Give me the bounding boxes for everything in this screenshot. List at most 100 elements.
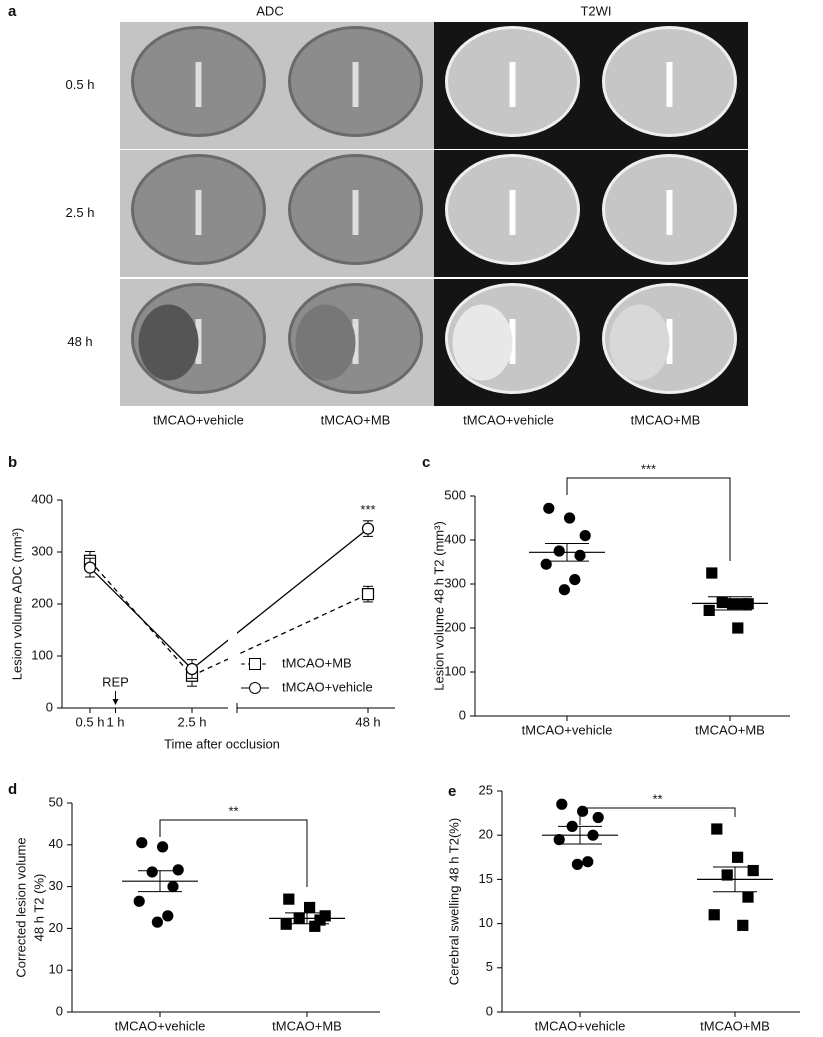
x-tick-label: tMCAO+vehicle bbox=[535, 1018, 626, 1033]
axis-break-gap bbox=[228, 500, 237, 714]
y-tick-label: 400 bbox=[31, 491, 53, 506]
row-label: 48 h bbox=[67, 334, 92, 349]
significance: ** bbox=[228, 803, 238, 818]
y-tick-label: 0 bbox=[459, 707, 466, 722]
data-point bbox=[543, 502, 555, 514]
ventricle bbox=[509, 319, 516, 364]
data-point bbox=[556, 798, 568, 810]
x-tick-label: tMCAO+MB bbox=[272, 1018, 342, 1033]
ventricle bbox=[666, 319, 673, 364]
y-tick-label: 300 bbox=[31, 543, 53, 558]
lesion bbox=[452, 304, 513, 381]
y-axis-label: Corrected lesion volume bbox=[13, 837, 28, 977]
y-tick-label: 100 bbox=[31, 647, 53, 662]
data-point bbox=[732, 622, 744, 634]
x-tick-label: tMCAO+vehicle bbox=[115, 1018, 206, 1033]
annotation: REP bbox=[102, 674, 129, 689]
data-point bbox=[742, 891, 754, 903]
ventricle bbox=[195, 319, 202, 364]
lesion bbox=[609, 304, 670, 381]
x-tick-label: 2.5 h bbox=[178, 714, 207, 729]
data-point bbox=[706, 567, 718, 579]
column-label: tMCAO+MB bbox=[631, 412, 701, 427]
column-label: tMCAO+vehicle bbox=[153, 412, 244, 427]
data-point bbox=[716, 596, 728, 609]
panel-label: b bbox=[8, 454, 17, 471]
y-tick-label: 40 bbox=[49, 836, 63, 851]
x-tick-label: 48 h bbox=[355, 714, 380, 729]
y-tick-label: 20 bbox=[49, 920, 63, 935]
y-tick-label: 5 bbox=[486, 959, 493, 974]
y-axis-label: 48 h T2 (%) bbox=[31, 874, 46, 942]
data-point bbox=[747, 864, 759, 877]
y-tick-label: 0 bbox=[486, 1003, 493, 1018]
legend-marker bbox=[249, 658, 261, 670]
column-label: tMCAO+MB bbox=[321, 412, 391, 427]
y-tick-label: 25 bbox=[479, 782, 493, 797]
y-tick-label: 30 bbox=[49, 878, 63, 893]
data-point bbox=[737, 919, 749, 931]
y-tick-label: 0 bbox=[56, 1003, 63, 1018]
lesion bbox=[138, 304, 199, 381]
legend-label: tMCAO+MB bbox=[282, 655, 352, 670]
significance: ** bbox=[652, 791, 662, 806]
data-point bbox=[83, 561, 97, 574]
panel-label: d bbox=[8, 781, 17, 798]
data-point bbox=[185, 662, 199, 676]
significance-bracket bbox=[566, 477, 731, 561]
x-tick-label: 0.5 h bbox=[76, 714, 105, 729]
ventricle bbox=[195, 190, 202, 235]
y-tick-label: 20 bbox=[479, 827, 493, 842]
data-point bbox=[361, 588, 375, 601]
y-tick-label: 0 bbox=[46, 699, 53, 714]
x-axis-label: Time after occlusion bbox=[164, 736, 280, 751]
y-axis-label: Lesion volume 48 h T2 (mm³) bbox=[431, 521, 446, 691]
y-tick-label: 200 bbox=[444, 619, 466, 634]
data-point bbox=[582, 856, 594, 868]
data-point bbox=[167, 880, 179, 893]
y-tick-label: 10 bbox=[479, 915, 493, 930]
ventricle bbox=[352, 62, 359, 107]
y-tick-label: 100 bbox=[444, 663, 466, 678]
data-point bbox=[361, 522, 375, 535]
panel-label: c bbox=[422, 454, 430, 471]
ventricle bbox=[666, 190, 673, 235]
data-point bbox=[172, 864, 184, 876]
y-tick-label: 400 bbox=[444, 531, 466, 546]
data-point bbox=[146, 866, 158, 878]
data-point bbox=[569, 573, 581, 586]
data-point bbox=[721, 869, 733, 881]
data-point bbox=[304, 901, 316, 914]
arrow-head bbox=[112, 699, 119, 705]
ventricle bbox=[352, 319, 359, 364]
legend-label: tMCAO+vehicle bbox=[282, 679, 373, 694]
panel-label: a bbox=[8, 3, 17, 20]
data-point bbox=[592, 811, 604, 824]
data-point bbox=[708, 909, 720, 921]
data-point bbox=[133, 895, 145, 907]
column-header: T2WI bbox=[580, 3, 611, 18]
y-tick-label: 300 bbox=[444, 575, 466, 590]
ventricle bbox=[195, 62, 202, 107]
x-tick-label: tMCAO+MB bbox=[700, 1018, 770, 1033]
y-axis-label: Cerebral swelling 48 h T2(%) bbox=[446, 818, 461, 985]
ventricle bbox=[352, 190, 359, 235]
significance: *** bbox=[641, 461, 656, 476]
significance-bracket bbox=[579, 807, 736, 825]
image-grid bbox=[120, 22, 748, 406]
ventricle bbox=[509, 62, 516, 107]
x-tick-label: tMCAO+vehicle bbox=[522, 722, 613, 737]
data-point bbox=[731, 851, 744, 863]
legend-marker bbox=[249, 682, 261, 694]
data-point bbox=[558, 584, 571, 596]
significance: *** bbox=[360, 502, 375, 517]
panel-label: e bbox=[448, 783, 456, 800]
significance-bracket bbox=[159, 819, 308, 888]
ventricle bbox=[666, 62, 673, 107]
data-point bbox=[151, 916, 163, 928]
data-point bbox=[136, 837, 148, 849]
data-point bbox=[711, 823, 723, 835]
data-point bbox=[563, 512, 576, 524]
data-point bbox=[283, 893, 295, 905]
